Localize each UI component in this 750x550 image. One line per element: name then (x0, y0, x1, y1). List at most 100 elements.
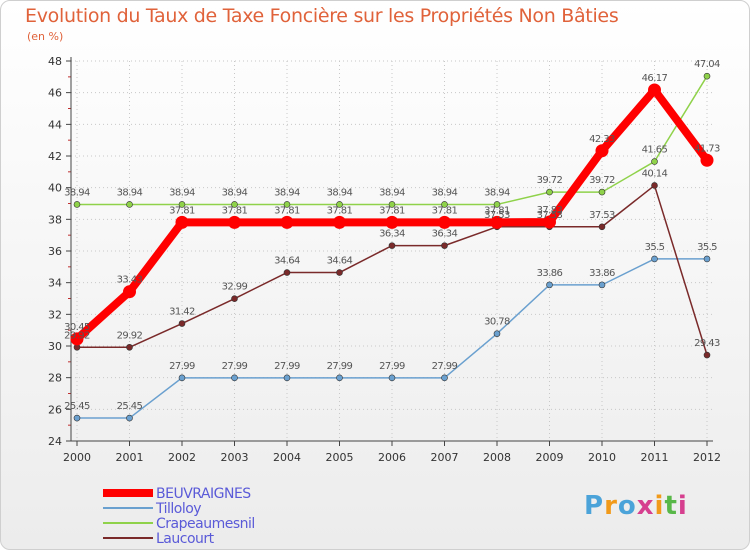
data-label: 38.94 (484, 187, 510, 198)
data-point-beuvraignes (333, 215, 346, 229)
data-label: 41.65 (642, 145, 668, 156)
data-point-tilloloy (493, 330, 501, 337)
legend-label: Laucourt (156, 531, 215, 547)
data-point-crapeaumesnil (651, 158, 658, 165)
data-label: 37.81 (484, 205, 510, 216)
data-point-tilloloy (441, 374, 448, 382)
data-label: 35.5 (697, 242, 717, 253)
data-point-crapeaumesnil (598, 188, 606, 196)
data-label: 27.99 (169, 361, 195, 372)
data-label: 37.53 (537, 210, 563, 221)
data-label: 37.81 (222, 205, 248, 216)
logo-letter: P (584, 491, 605, 521)
y-tick-label: 44 (48, 118, 62, 131)
y-tick-label: 36 (48, 245, 62, 258)
y-tick-label: 48 (48, 55, 62, 68)
data-point-tilloloy (336, 374, 343, 382)
data-point-beuvraignes (438, 215, 451, 229)
data-point-beuvraignes (385, 215, 399, 229)
data-label: 29.43 (694, 338, 720, 349)
data-point-beuvraignes (490, 215, 504, 229)
data-point-laucourt (388, 242, 396, 249)
legend-label: BEUVRAIGNES (156, 486, 251, 502)
data-label: 33.43 (117, 275, 143, 286)
data-point-beuvraignes (648, 83, 661, 97)
data-point-tilloloy (126, 414, 133, 422)
data-label: 37.53 (589, 210, 615, 221)
data-point-beuvraignes (543, 215, 556, 229)
data-point-laucourt (598, 223, 606, 231)
data-label: 38.94 (64, 187, 90, 198)
data-point-tilloloy (231, 374, 238, 382)
legend-label: Tilloloy (155, 501, 201, 517)
data-point-tilloloy (178, 374, 186, 382)
data-label: 29.92 (64, 330, 90, 341)
legend-label: Crapeaumesnil (156, 516, 255, 532)
logo-letter: x (636, 491, 655, 521)
logo-letter: r (604, 491, 618, 521)
data-point-beuvraignes (228, 215, 241, 229)
data-label: 37.81 (169, 205, 195, 216)
y-tick-label: 38 (48, 213, 62, 226)
data-point-laucourt (651, 182, 658, 189)
data-label: 30.78 (484, 317, 510, 328)
data-label: 38.94 (117, 187, 143, 198)
chart-title: Evolution du Taux de Taxe Foncière sur l… (25, 5, 619, 27)
data-point-beuvraignes (123, 285, 136, 299)
data-point-tilloloy (283, 374, 291, 382)
data-label: 37.81 (274, 205, 300, 216)
x-tick-label: 2012 (693, 451, 721, 464)
y-tick-label: 42 (48, 150, 62, 163)
data-label: 38.94 (274, 187, 300, 198)
data-label: 27.99 (379, 361, 405, 372)
y-tick-label: 30 (48, 340, 62, 353)
data-point-tilloloy (598, 281, 606, 289)
data-point-laucourt (231, 295, 238, 302)
data-label: 36.34 (379, 229, 405, 240)
logo-letter: t (664, 491, 678, 521)
chart-series (70, 72, 714, 422)
data-label: 38.94 (432, 187, 458, 198)
data-label: 34.64 (327, 256, 353, 267)
data-point-crapeaumesnil (283, 201, 291, 208)
x-tick-label: 2001 (116, 451, 144, 464)
y-tick-label: 32 (48, 308, 62, 321)
data-label: 36.34 (432, 229, 458, 240)
data-label: 38.94 (169, 187, 195, 198)
data-point-crapeaumesnil (178, 201, 186, 208)
data-label: 37.83 (537, 205, 563, 216)
data-point-crapeaumesnil (126, 201, 133, 208)
unit-label: (en %) (27, 30, 64, 43)
data-point-tilloloy (651, 255, 658, 263)
data-point-beuvraignes (700, 153, 714, 167)
data-label: 25.45 (64, 401, 90, 412)
data-point-laucourt (178, 320, 186, 327)
data-label: 38.94 (327, 187, 353, 198)
data-point-tilloloy (388, 374, 396, 382)
data-label: 35.5 (645, 242, 665, 253)
data-point-laucourt (336, 269, 343, 276)
chart-data-labels: 30.45 33.43 37.81 37.81 37.81 37.81 37.81 37.81… (64, 59, 720, 412)
data-label: 37.81 (432, 205, 458, 216)
data-label: 42.33 (589, 134, 615, 145)
data-label: 29.92 (117, 330, 143, 341)
x-tick-label: 2003 (221, 451, 249, 464)
y-tick-label: 34 (48, 277, 62, 290)
data-label: 32.99 (222, 282, 248, 293)
data-label: 27.99 (222, 361, 248, 372)
data-label: 37.81 (327, 205, 353, 216)
data-point-laucourt (283, 269, 291, 276)
x-tick-label: 2009 (536, 451, 564, 464)
data-label: 37.53 (484, 210, 510, 221)
x-tick-label: 2008 (483, 451, 511, 464)
chart-grid (71, 60, 713, 442)
data-point-beuvraignes (175, 215, 189, 229)
data-point-crapeaumesnil (703, 72, 711, 80)
data-point-crapeaumesnil (231, 201, 238, 208)
logo-letter: o (617, 491, 637, 521)
data-label: 39.72 (537, 175, 563, 186)
y-tick-label: 24 (48, 435, 62, 448)
